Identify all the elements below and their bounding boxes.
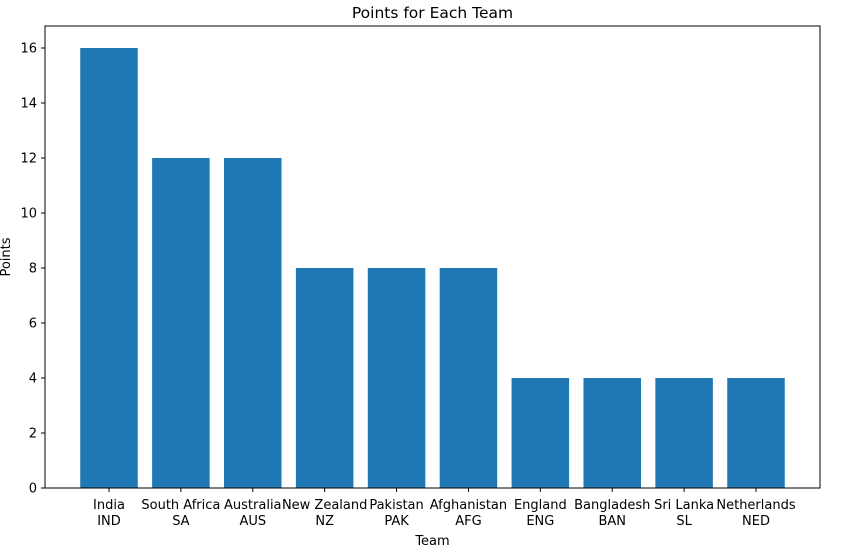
x-tick-label-name: New Zealand [282, 498, 367, 513]
y-axis-label: Points [0, 237, 14, 276]
y-axis-ticks: 0 2 4 6 8 10 12 14 16 [20, 42, 45, 497]
x-tick-label-name: India [93, 498, 125, 513]
x-tick-label-code: ENG [526, 514, 554, 529]
x-axis-label: Team [414, 534, 449, 549]
y-tick-label: 16 [20, 42, 37, 57]
x-tick-label-name: Netherlands [716, 498, 795, 513]
x-tick-label-code: SA [172, 514, 189, 529]
x-tick-label-name: Pakistan [369, 498, 423, 513]
y-tick-label: 2 [29, 427, 37, 442]
x-tick-label-name: England [514, 498, 567, 513]
y-tick-label: 12 [20, 152, 37, 167]
x-tick-label-name: Sri Lanka [654, 498, 714, 513]
bar-afg [439, 268, 498, 488]
x-tick-label-code: SL [676, 514, 692, 529]
bar-pak [367, 268, 426, 488]
plot-frame [44, 25, 821, 489]
y-tick-label: 4 [29, 372, 37, 387]
x-tick-label-name: South Africa [141, 498, 220, 513]
bars-group [80, 48, 785, 488]
x-tick-label-name: Afghanistan [430, 498, 507, 513]
x-tick-label-code: IND [97, 514, 121, 529]
bar-sl [655, 378, 713, 488]
bar-ned [727, 378, 785, 488]
bar-sa [152, 158, 210, 488]
x-tick-label-code: BAN [598, 514, 626, 529]
x-tick-label-code: NED [742, 514, 770, 529]
y-tick-label: 14 [20, 97, 37, 112]
bar-eng [511, 378, 570, 488]
y-tick-label: 8 [29, 262, 37, 277]
chart-title: Points for Each Team [352, 4, 513, 22]
bar-ban [583, 378, 641, 488]
bar-nz [295, 268, 354, 488]
y-tick-label: 0 [29, 482, 37, 497]
x-tick-label-code: AUS [239, 514, 266, 529]
y-tick-label: 10 [20, 207, 37, 222]
y-tick-label: 6 [29, 317, 37, 332]
x-tick-label-name: Bangladesh [574, 498, 650, 513]
x-tick-label-code: AFG [455, 514, 481, 529]
bar-ind [80, 48, 138, 488]
bar-aus [224, 158, 282, 488]
x-tick-label-code: PAK [384, 514, 409, 529]
x-tick-label-code: NZ [315, 514, 334, 529]
x-tick-label-name: Australia [224, 498, 282, 513]
